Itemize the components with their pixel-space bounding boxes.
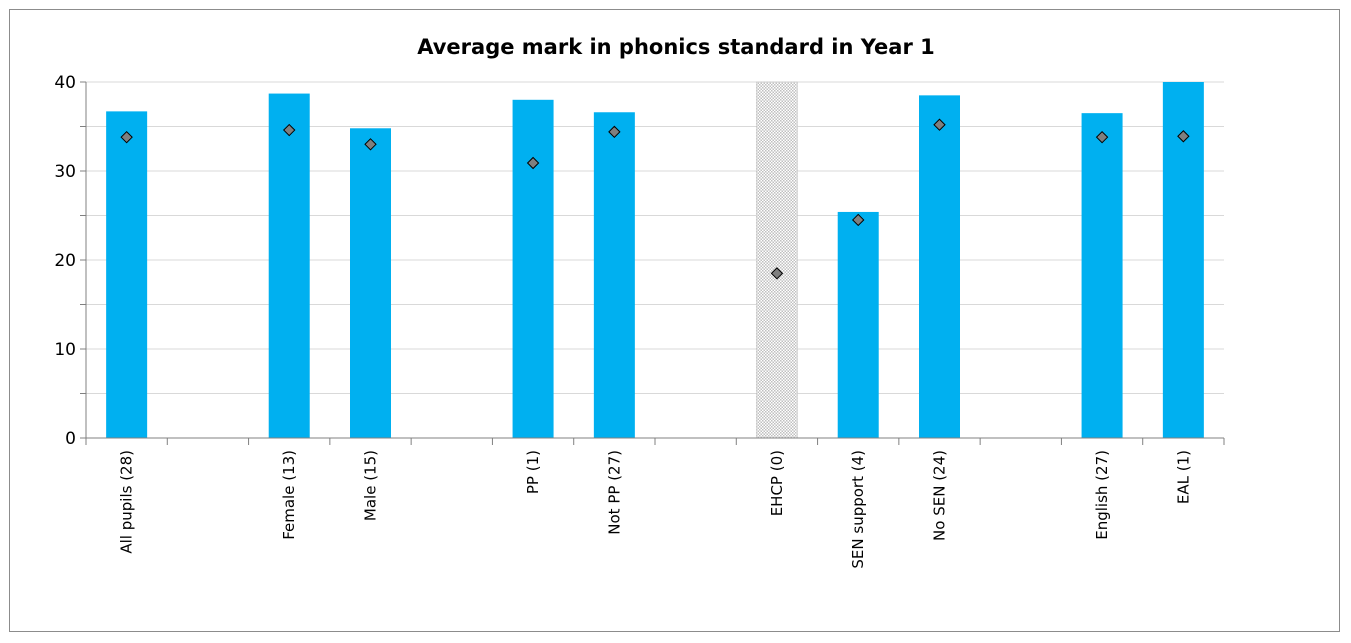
- bar: [1081, 113, 1123, 439]
- marker-point: [1095, 130, 1109, 144]
- y-tick-label: 30: [54, 162, 76, 182]
- marker-point: [1177, 130, 1190, 143]
- marker-point: [364, 138, 377, 151]
- y-tick-label: 0: [65, 429, 76, 449]
- axes: [80, 81, 1225, 445]
- bar: [350, 128, 391, 438]
- bars: [106, 82, 1204, 439]
- y-tick-label: 20: [54, 251, 76, 271]
- marker-point: [283, 123, 296, 137]
- marker-point: [608, 125, 621, 139]
- marker-point: [120, 130, 133, 144]
- gridlines: [86, 81, 1224, 394]
- x-tick-label: English (27): [1093, 450, 1111, 540]
- x-tick-label: No SEN (24): [931, 450, 949, 541]
- x-tick-labels: All pupils (28) Female (13) Male (15) PP (1…: [118, 450, 1193, 569]
- marker-point: [526, 156, 540, 170]
- y-tick-label: 40: [54, 73, 76, 93]
- bar: [919, 95, 960, 438]
- bar: [268, 93, 310, 438]
- x-tick-label: EHCP (0): [768, 450, 786, 516]
- bar: [106, 111, 148, 439]
- no-data-bands: [756, 81, 798, 439]
- x-tick-label: Male (15): [362, 450, 380, 521]
- no-data-band: [756, 81, 798, 439]
- x-tick-label: Female (13): [280, 450, 298, 540]
- marker-point: [770, 267, 784, 280]
- bar: [593, 112, 635, 438]
- y-tick-label: 10: [54, 340, 76, 360]
- x-tick-label: SEN support (4): [849, 450, 867, 569]
- marker-point: [933, 118, 946, 131]
- markers: [120, 118, 1190, 280]
- bar: [837, 211, 879, 438]
- y-tick-labels: 0 10 20 30 40: [54, 73, 76, 449]
- bar: [512, 99, 554, 439]
- marker-point: [852, 213, 865, 227]
- x-tick-label: PP (1): [524, 450, 542, 494]
- chart-title: Average mark in phonics standard in Year…: [417, 35, 935, 59]
- x-tick-label: EAL (1): [1174, 450, 1192, 504]
- x-tick-label: Not PP (27): [605, 450, 623, 535]
- x-tick-label: All pupils (28): [118, 450, 136, 554]
